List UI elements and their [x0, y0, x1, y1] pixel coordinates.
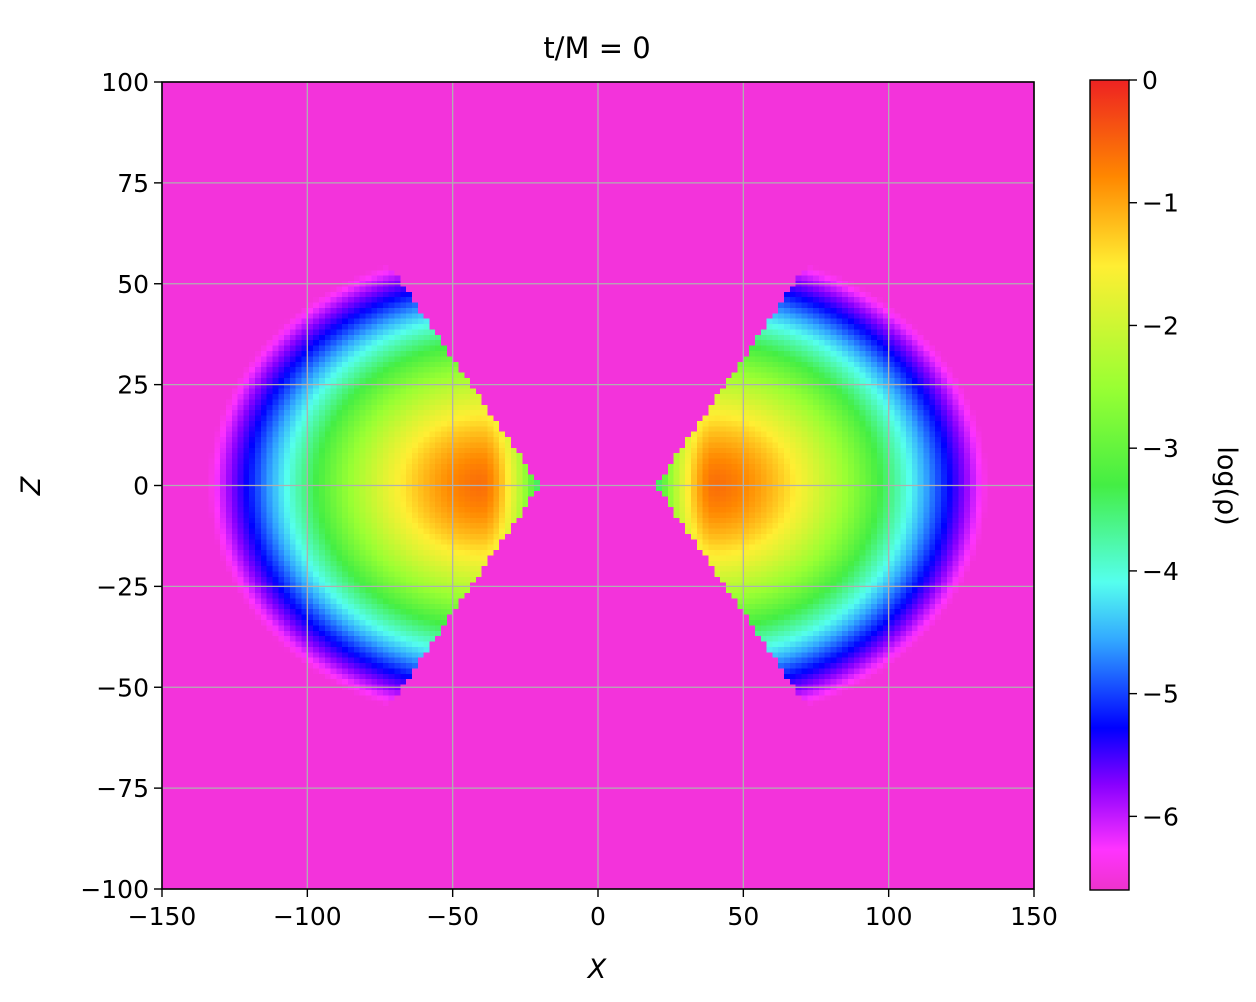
x-axis-title: X [586, 954, 607, 985]
y-tick-label: 100 [101, 68, 149, 97]
chart-title: t/M = 0 [543, 31, 650, 65]
x-tick-label: 100 [865, 902, 913, 931]
colorbar-label: log(ρ) [1211, 446, 1242, 525]
y-axis-title: Z [16, 476, 47, 496]
colorbar-tick-label: −1 [1142, 189, 1179, 218]
colorbar: 0 −1 −2 −3 −4 −5 −6 log(ρ) [1089, 66, 1242, 891]
x-tick-label: 150 [1010, 902, 1058, 931]
x-tick-label: 50 [727, 902, 759, 931]
y-tick-label: 75 [117, 169, 149, 198]
x-tick-label: −50 [426, 902, 479, 931]
colorbar-tick-label: −2 [1142, 311, 1179, 340]
colorbar-ticks: 0 −1 −2 −3 −4 −5 −6 [1129, 66, 1179, 831]
x-tick-label: 0 [590, 902, 606, 931]
x-tick-label: −150 [128, 902, 197, 931]
x-tick-label: −100 [273, 902, 342, 931]
y-tick-label: 0 [133, 472, 149, 501]
y-tick-label: 50 [117, 270, 149, 299]
colorbar-tick-label: −6 [1142, 802, 1179, 831]
y-tick-label: −25 [96, 572, 149, 601]
y-axis-ticks: −100 −75 −50 −25 0 25 50 75 100 [80, 68, 162, 904]
x-axis-ticks: −150 −100 −50 0 50 100 150 [128, 889, 1058, 931]
colorbar-tick-label: −3 [1142, 434, 1179, 463]
y-tick-label: −75 [96, 774, 149, 803]
y-tick-label: 25 [117, 371, 149, 400]
colorbar-gradient [1089, 79, 1130, 891]
colorbar-tick-label: −4 [1142, 557, 1179, 586]
colorbar-tick-label: −5 [1142, 680, 1179, 709]
colorbar-tick-label: 0 [1142, 66, 1158, 95]
y-tick-label: −100 [80, 875, 149, 904]
y-tick-label: −50 [96, 673, 149, 702]
